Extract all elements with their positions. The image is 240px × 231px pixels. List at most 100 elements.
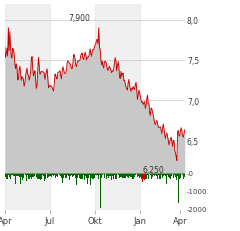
Bar: [122, 173, 123, 178]
Bar: [163, 173, 164, 176]
Bar: [11, 173, 12, 175]
Bar: [170, 173, 171, 179]
Bar: [66, 173, 67, 178]
Bar: [99, 173, 100, 175]
Bar: [104, 173, 105, 178]
Bar: [9, 173, 10, 178]
Bar: [169, 173, 170, 178]
Bar: [63, 173, 64, 178]
Bar: [17, 173, 18, 176]
Bar: [26, 173, 27, 181]
Bar: [73, 173, 74, 176]
Bar: [106, 173, 107, 179]
Bar: [171, 173, 172, 176]
Bar: [84, 173, 85, 180]
Bar: [89, 173, 90, 175]
Bar: [154, 173, 155, 177]
Bar: [43, 173, 44, 176]
Bar: [15, 173, 16, 184]
Bar: [8, 173, 9, 175]
Bar: [95, 173, 140, 210]
Bar: [112, 173, 113, 176]
Bar: [116, 173, 117, 179]
Bar: [156, 173, 157, 176]
Bar: [113, 173, 114, 176]
Bar: [40, 173, 41, 180]
Bar: [41, 173, 42, 179]
Bar: [158, 173, 159, 175]
Bar: [143, 173, 144, 179]
Bar: [120, 173, 121, 178]
Bar: [134, 173, 135, 178]
Bar: [38, 173, 39, 179]
Bar: [57, 173, 58, 177]
Bar: [21, 173, 22, 177]
Bar: [90, 173, 91, 185]
Bar: [55, 173, 56, 179]
Bar: [45, 173, 46, 180]
Bar: [149, 173, 150, 174]
Bar: [174, 173, 175, 175]
Bar: [102, 173, 103, 175]
Bar: [153, 173, 154, 176]
Bar: [123, 173, 124, 178]
Bar: [103, 173, 104, 174]
Bar: [23, 173, 24, 178]
Bar: [142, 173, 143, 182]
Bar: [12, 173, 13, 175]
Bar: [125, 173, 126, 178]
Bar: [72, 173, 73, 176]
Bar: [165, 173, 166, 177]
Bar: [162, 173, 163, 178]
Bar: [80, 173, 81, 179]
Bar: [150, 173, 151, 175]
Bar: [48, 173, 49, 177]
Bar: [5, 173, 50, 210]
Bar: [50, 173, 51, 176]
Bar: [117, 173, 118, 174]
Bar: [176, 173, 177, 180]
Bar: [139, 173, 140, 179]
Bar: [95, 5, 140, 173]
Bar: [135, 173, 136, 175]
Bar: [88, 173, 89, 178]
Bar: [133, 173, 134, 177]
Bar: [97, 173, 98, 176]
Bar: [24, 173, 25, 177]
Bar: [7, 173, 8, 180]
Bar: [108, 173, 109, 178]
Bar: [82, 173, 83, 180]
Bar: [75, 173, 76, 178]
Bar: [70, 173, 71, 176]
Bar: [132, 173, 133, 179]
Bar: [180, 173, 181, 178]
Bar: [177, 173, 178, 176]
Bar: [110, 173, 111, 176]
Bar: [14, 173, 15, 176]
Bar: [46, 173, 47, 175]
Bar: [32, 173, 33, 177]
Bar: [152, 173, 153, 177]
Bar: [60, 173, 61, 176]
Bar: [140, 173, 141, 178]
Bar: [22, 173, 23, 180]
Bar: [30, 173, 31, 177]
Bar: [5, 5, 50, 173]
Bar: [96, 173, 97, 175]
Bar: [105, 173, 106, 174]
Bar: [52, 173, 53, 179]
Bar: [118, 173, 119, 177]
Bar: [183, 173, 184, 179]
Text: 6,250: 6,250: [143, 166, 164, 175]
Bar: [35, 173, 36, 175]
Bar: [126, 173, 127, 177]
Bar: [136, 173, 137, 174]
Bar: [77, 173, 78, 178]
Bar: [111, 173, 112, 180]
Bar: [86, 173, 87, 178]
Bar: [20, 173, 21, 185]
Bar: [54, 173, 55, 176]
Bar: [166, 173, 167, 184]
Bar: [5, 173, 6, 177]
Bar: [164, 173, 165, 176]
